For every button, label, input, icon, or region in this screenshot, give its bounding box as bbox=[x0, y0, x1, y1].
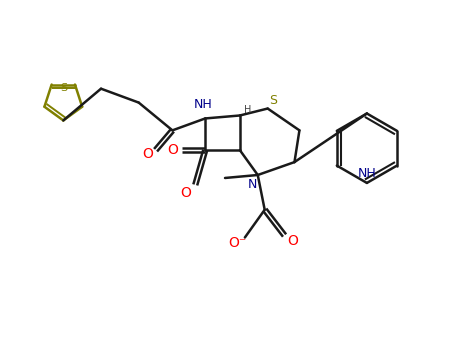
Text: NH: NH bbox=[358, 167, 376, 180]
Text: S: S bbox=[268, 94, 277, 107]
Text: H: H bbox=[244, 105, 252, 114]
Text: O: O bbox=[287, 234, 298, 248]
Text: N: N bbox=[248, 178, 258, 191]
Text: O: O bbox=[142, 147, 153, 161]
Text: NH: NH bbox=[194, 98, 212, 111]
Text: O: O bbox=[167, 143, 178, 157]
Text: O⁻: O⁻ bbox=[228, 237, 246, 251]
Text: O: O bbox=[180, 186, 191, 200]
Text: S: S bbox=[60, 83, 67, 92]
